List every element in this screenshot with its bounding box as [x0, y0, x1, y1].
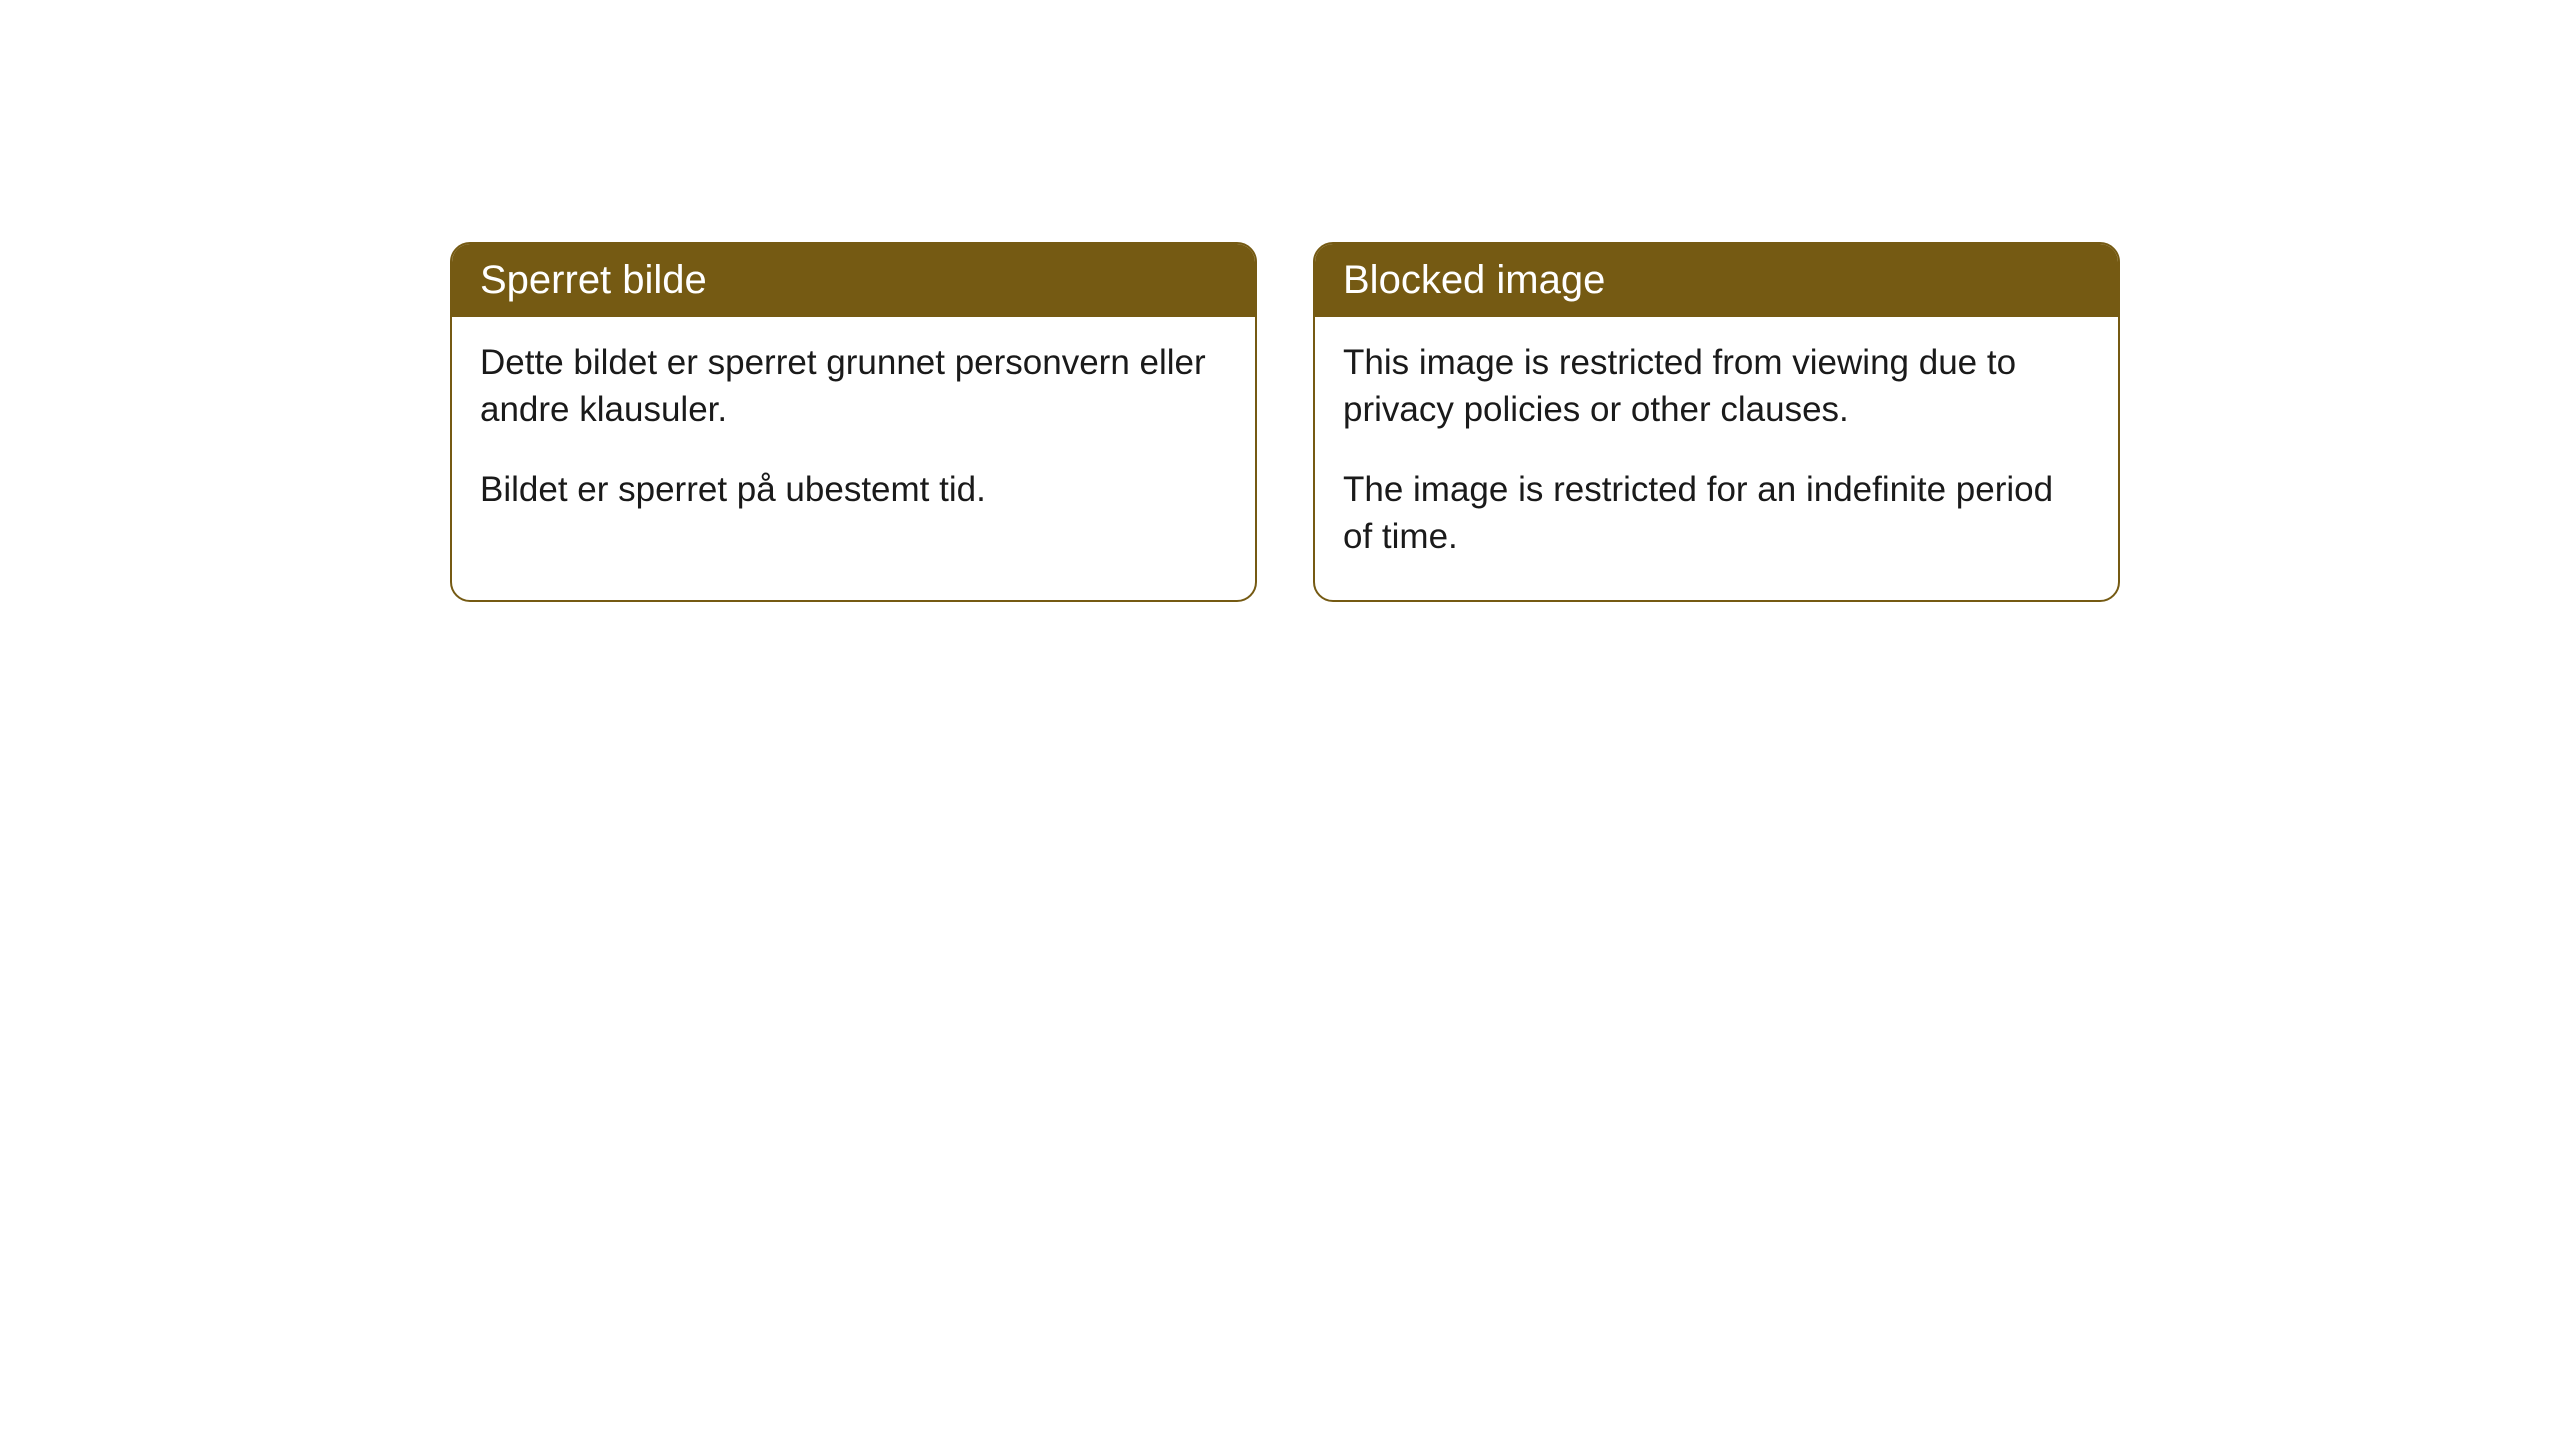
card-header-norwegian: Sperret bilde	[452, 244, 1255, 317]
card-norwegian: Sperret bilde Dette bildet er sperret gr…	[450, 242, 1257, 602]
card-para1-norwegian: Dette bildet er sperret grunnet personve…	[480, 339, 1227, 434]
card-body-norwegian: Dette bildet er sperret grunnet personve…	[452, 317, 1255, 553]
card-para1-english: This image is restricted from viewing du…	[1343, 339, 2090, 434]
card-header-english: Blocked image	[1315, 244, 2118, 317]
card-para2-norwegian: Bildet er sperret på ubestemt tid.	[480, 466, 1227, 513]
card-para2-english: The image is restricted for an indefinit…	[1343, 466, 2090, 561]
card-body-english: This image is restricted from viewing du…	[1315, 317, 2118, 600]
card-english: Blocked image This image is restricted f…	[1313, 242, 2120, 602]
cards-container: Sperret bilde Dette bildet er sperret gr…	[0, 0, 2560, 602]
